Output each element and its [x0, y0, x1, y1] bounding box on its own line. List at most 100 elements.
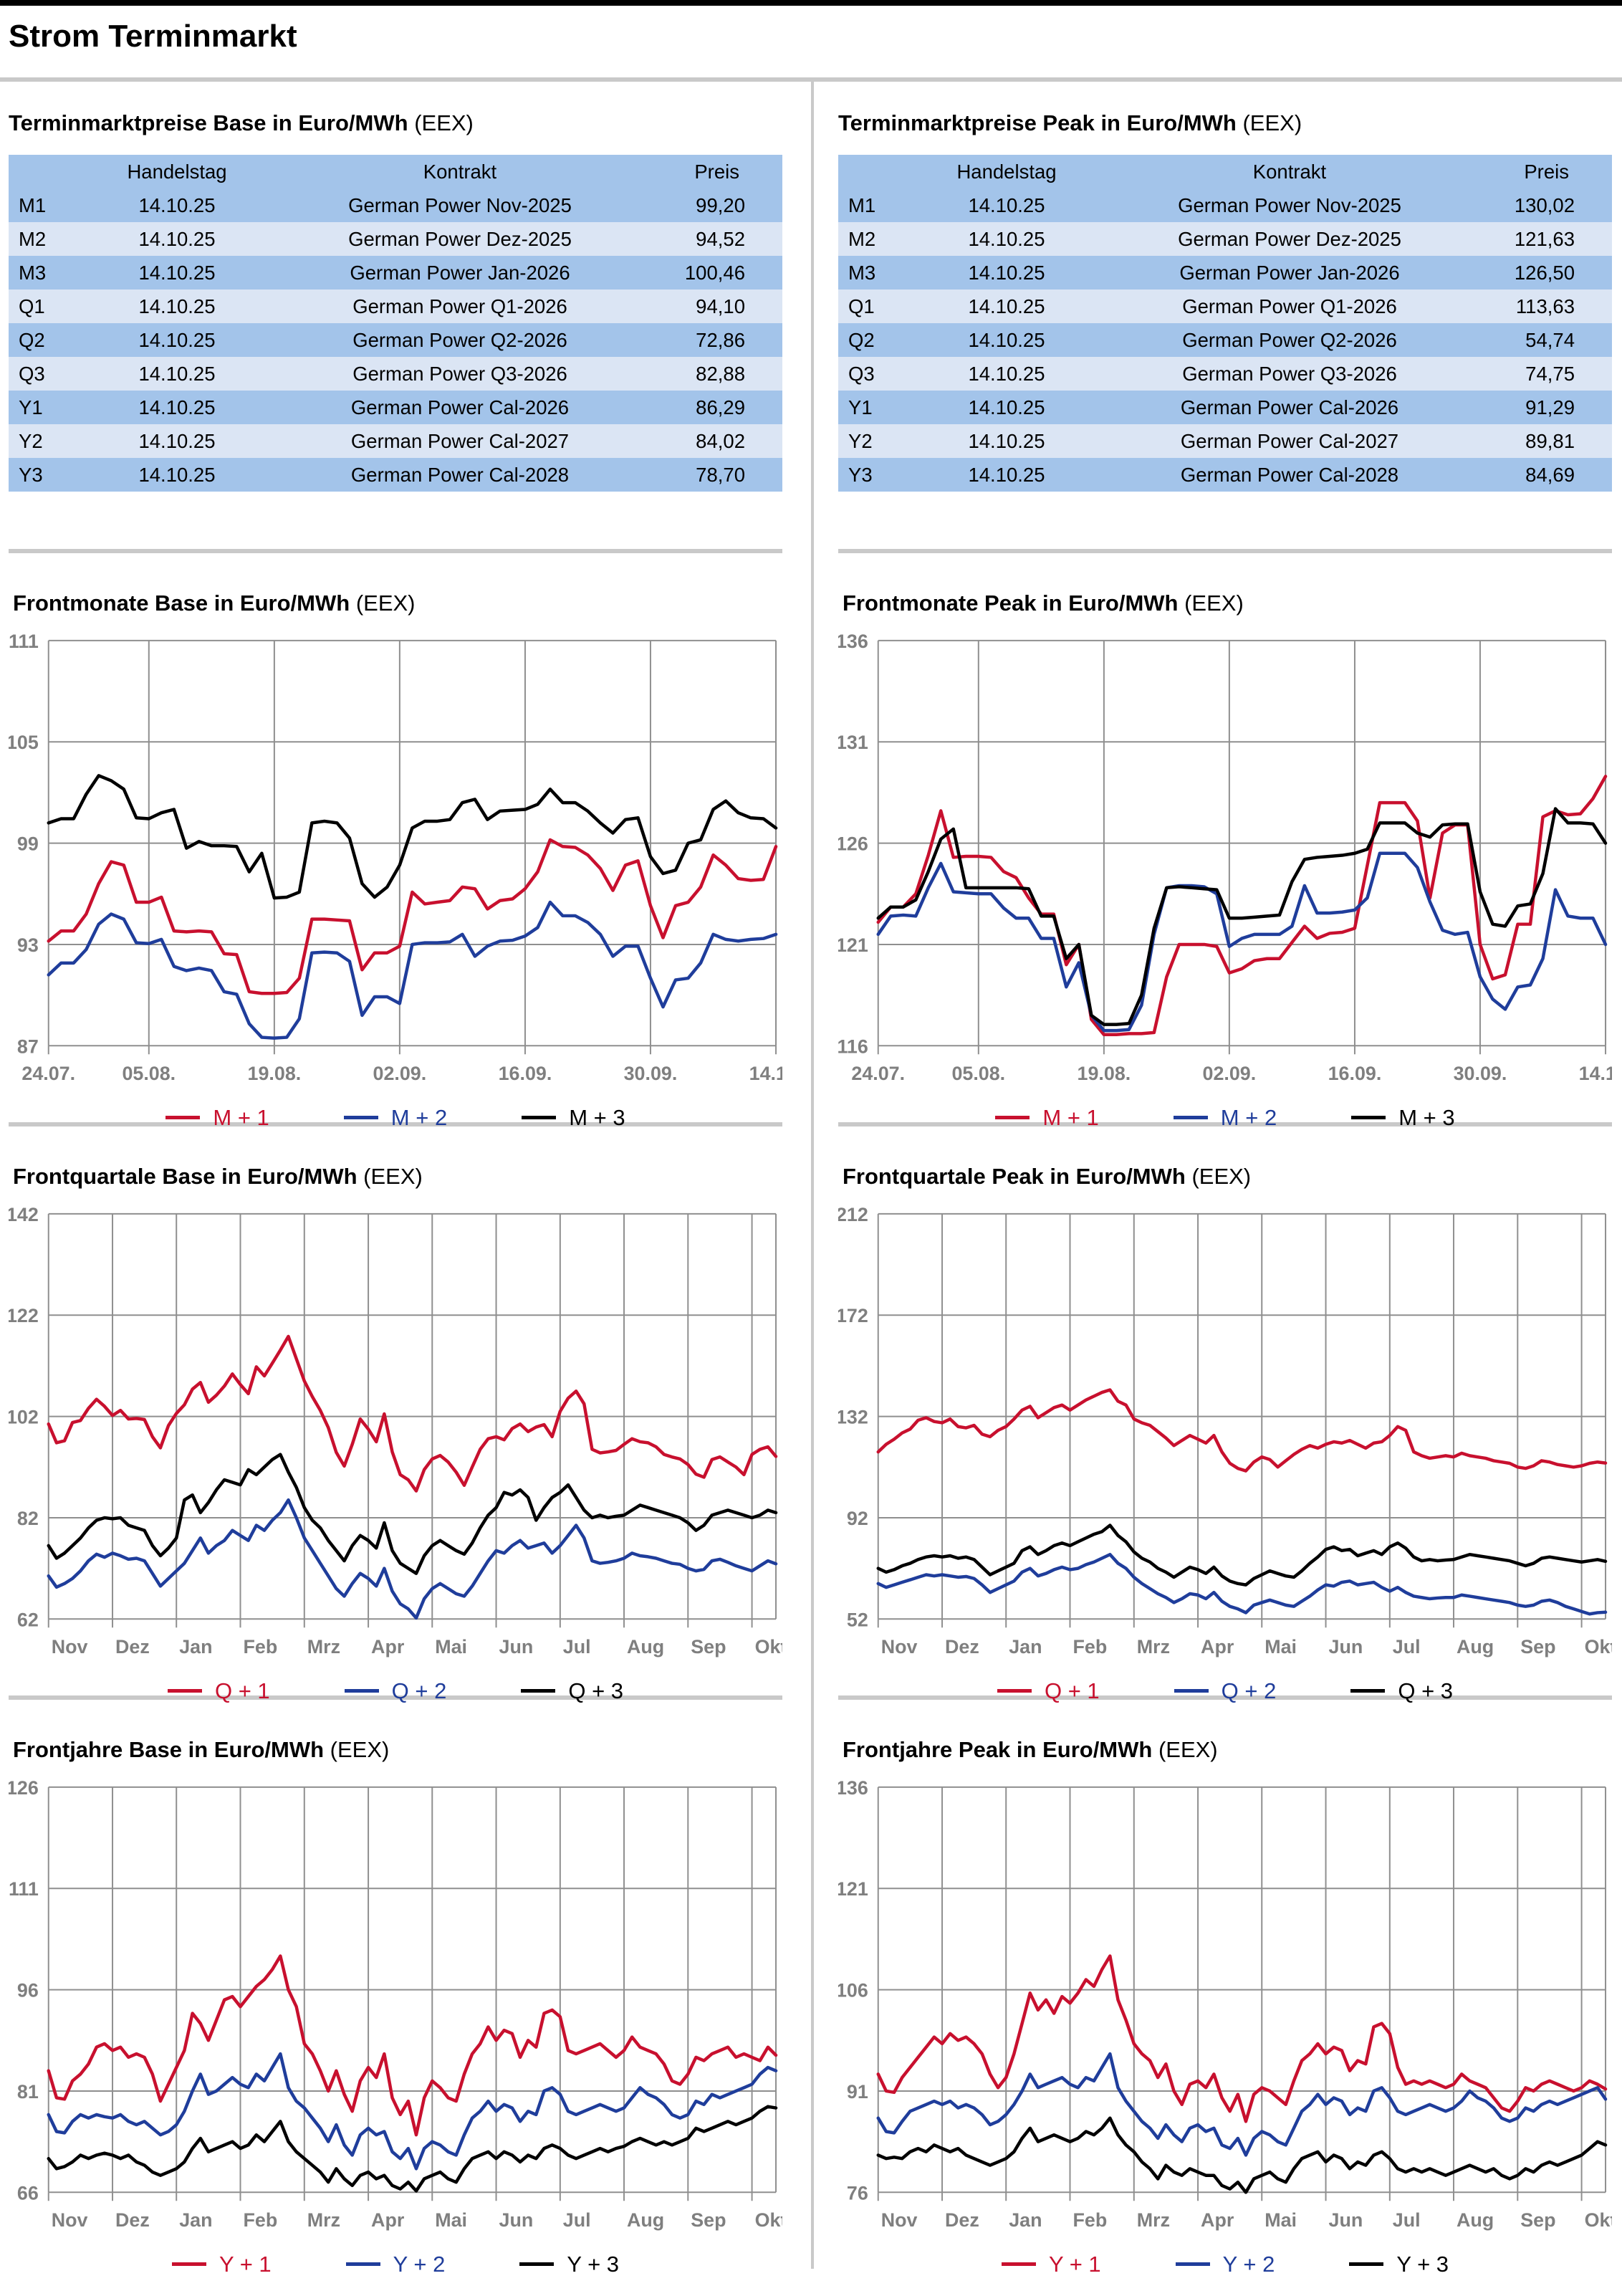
legend-label: Y + 3	[567, 2251, 620, 2277]
table-row: M1 14.10.25 German Power Nov-2025 99,20	[9, 188, 782, 222]
table-cell: Y1	[19, 396, 43, 418]
table-row: M3 14.10.25 German Power Jan-2026 100,46	[9, 256, 782, 290]
y-axis-tick-label: 136	[838, 1777, 868, 1799]
x-axis-tick-label: Nov	[881, 2209, 918, 2231]
page-header: Strom Terminmarkt	[0, 0, 1622, 82]
table-cell: Y2	[19, 429, 43, 452]
table-cell: Y2	[848, 429, 873, 452]
legend-item: M + 3	[522, 1105, 625, 1131]
table-cell: 14.10.25	[138, 463, 216, 486]
table-cell: German Power Q3-2026	[352, 362, 567, 385]
table-cell: 54,74	[1525, 328, 1575, 351]
x-axis-tick-label: Okt	[755, 1636, 782, 1658]
series-line	[47, 774, 778, 900]
legend-label: Q + 3	[568, 1678, 624, 1703]
y-axis-tick-label: 121	[838, 1878, 868, 1900]
table-cell: M1	[19, 193, 47, 216]
table-cell: 14.10.25	[968, 261, 1045, 284]
table-cell: 14.10.25	[138, 227, 216, 250]
series-line	[47, 1954, 778, 2137]
legend-item: M + 2	[343, 1105, 447, 1131]
x-axis-tick-label: Jun	[499, 1636, 534, 1658]
y-axis-tick-label: 111	[9, 1878, 39, 1900]
legend-line-swatch	[1173, 1116, 1208, 1120]
x-axis-tick-label: Jun	[1329, 1636, 1363, 1658]
chart-title-frontjahre-peak: Frontjahre Peak in Euro/MWh (EEX)	[838, 1700, 1612, 1776]
chart-title-text: Frontquartale Base in Euro/MWh	[13, 1164, 357, 1189]
right-column: Terminmarktpreise Peak in Euro/MWh (EEX)…	[811, 82, 1622, 2277]
table-row: Q3 14.10.25 German Power Q3-2026 74,75	[838, 357, 1612, 391]
table-row: Q2 14.10.25 German Power Q2-2026 72,86	[9, 323, 782, 357]
x-axis-tick-label: Jul	[563, 2209, 591, 2231]
legend-item: Y + 2	[1175, 2251, 1275, 2277]
y-axis-tick-label: 126	[838, 833, 868, 855]
column-header	[838, 155, 906, 188]
chart-canvas-frontmonate-base: 111 105 99 93 87 24.07. 05.08. 19.08. 02.09. 16.0…	[6, 629, 802, 1131]
table-cell: Q1	[848, 295, 875, 317]
series-line	[47, 1498, 778, 1620]
legend-item: Y + 1	[171, 2252, 272, 2277]
column-header: Kontrakt	[423, 160, 497, 183]
legend-label: M + 3	[1398, 1104, 1455, 1130]
legend-item: Y + 1	[1001, 2251, 1101, 2277]
table-cell: Q3	[19, 362, 45, 385]
y-axis-tick-label: 122	[9, 1305, 39, 1326]
legend-line-swatch	[171, 2262, 206, 2267]
table-cell: 14.10.25	[138, 362, 216, 385]
x-axis-tick-label: Mrz	[307, 1636, 340, 1658]
table-row: M2 14.10.25 German Power Dez-2025 121,63	[838, 222, 1612, 256]
table-cell: 84,02	[696, 429, 745, 452]
legend-label: Y + 2	[1222, 2251, 1275, 2277]
legend-label: Y + 2	[393, 2251, 446, 2277]
table-row: Y1 14.10.25 German Power Cal-2026 86,29	[9, 391, 782, 424]
chart-title-text: Frontjahre Base in Euro/MWh	[13, 1737, 325, 1762]
series-line	[876, 1524, 1608, 1587]
table-cell: 14.10.25	[968, 295, 1045, 317]
table-cell: 14.10.25	[138, 261, 216, 284]
x-axis-tick-label: Apr	[1201, 1636, 1234, 1658]
x-axis-tick-label: 14.10.	[1579, 1063, 1612, 1084]
legend-item: Q + 2	[344, 1678, 446, 1704]
table-cell: 14.10.25	[968, 362, 1045, 385]
chart-title-suffix: (EEX)	[355, 590, 416, 616]
table-cell: German Power Q1-2026	[352, 295, 567, 317]
legend-item: M + 2	[1173, 1105, 1277, 1131]
legend-line-swatch	[522, 1116, 557, 1120]
chart-title-frontmonate-peak: Frontmonate Peak in Euro/MWh (EEX)	[838, 553, 1612, 629]
section-frontjahre-peak: Frontjahre Peak in Euro/MWh (EEX) 136 121…	[836, 1695, 1616, 2277]
table-cell: German Power Nov-2025	[348, 193, 572, 216]
chart-legend: M + 1 M + 2 M + 3	[838, 1105, 1612, 1131]
column-header: Preis	[1524, 160, 1569, 183]
legend-label: Y + 1	[1048, 2251, 1101, 2277]
y-axis-tick-label: 121	[838, 934, 868, 956]
table-cell: German Power Dez-2025	[348, 227, 572, 250]
left-column: Terminmarktpreise Base in Euro/MWh (EEX)…	[0, 82, 811, 2277]
column-header: Preis	[694, 160, 739, 183]
section-table-peak: Terminmarktpreise Peak in Euro/MWh (EEX)…	[838, 82, 1612, 549]
series-line	[876, 1388, 1608, 1473]
series-line	[876, 1552, 1608, 1616]
chart-legend: Y + 1 Y + 2 Y + 3	[9, 2252, 782, 2277]
legend-label: Y + 3	[1396, 2251, 1449, 2277]
series-line	[876, 1954, 1608, 2123]
table-cell: Q1	[19, 295, 45, 317]
table-cell: German Power Q2-2026	[1182, 328, 1397, 351]
chart-canvas-frontjahre-base: 126 111 96 81 66 Nov Dez Jan Feb Mrz Apr Mai Jun Jul A…	[6, 1776, 787, 2277]
series-line	[47, 838, 778, 995]
chart-title-text: Frontmonate Peak in Euro/MWh	[843, 590, 1179, 616]
table-cell: German Power Jan-2026	[350, 261, 570, 284]
y-axis-tick-label: 62	[17, 1609, 39, 1630]
table-title-text: Terminmarktpreise Base in Euro/MWh	[9, 110, 408, 135]
x-axis-tick-label: 19.08.	[248, 1063, 302, 1084]
column-header: Handelstag	[956, 160, 1057, 183]
chart-legend: M + 1 M + 2 M + 3	[9, 1105, 782, 1131]
table-cell: Y3	[19, 463, 43, 486]
table-row: M1 14.10.25 German Power Nov-2025 130,02	[838, 188, 1612, 222]
table-cell: 121,63	[1514, 227, 1575, 250]
table-row: Q1 14.10.25 German Power Q1-2026 113,63	[838, 290, 1612, 323]
legend-line-swatch	[1350, 1689, 1386, 1693]
x-axis-tick-label: Feb	[243, 1636, 277, 1658]
table-row: Q1 14.10.25 German Power Q1-2026 94,10	[9, 290, 782, 323]
legend-line-swatch	[167, 1689, 202, 1693]
table-header-row: Handelstag Kontrakt Preis	[838, 155, 1612, 188]
